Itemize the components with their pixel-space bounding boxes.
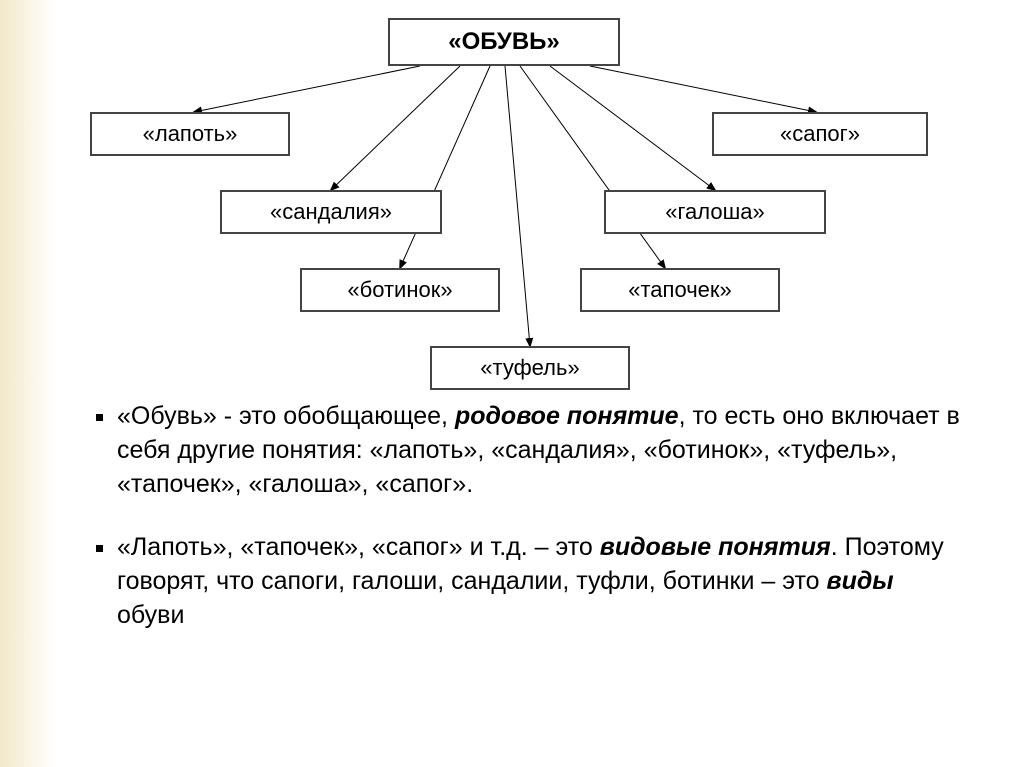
diagram-edge	[550, 66, 715, 190]
diagram-child-box: «лапоть»	[90, 112, 290, 156]
diagram-child-label: «лапоть»	[143, 121, 238, 147]
diagram-child-box: «ботинок»	[300, 268, 500, 312]
slide: «ОБУВЬ» «лапоть» «сапог» «сандалия» «галоша…	[0, 0, 1024, 767]
bullet-item: «Лапоть», «тапочек», «сапог» и т.д. – эт…	[117, 531, 960, 632]
diagram-child-box: «галоша»	[604, 190, 826, 234]
diagram-edge	[505, 66, 530, 346]
left-gradient-band	[0, 0, 56, 767]
bullet-item: «Обувь» - это обобщающее, родовое поняти…	[117, 400, 960, 501]
diagram-edge	[331, 66, 460, 190]
diagram-root-box: «ОБУВЬ»	[388, 18, 620, 66]
diagram-edge	[400, 66, 490, 268]
diagram-edge	[520, 66, 665, 268]
diagram-child-box: «туфель»	[430, 346, 630, 390]
diagram-child-label: «тапочек»	[628, 277, 732, 303]
diagram-child-label: «галоша»	[665, 199, 764, 225]
diagram-edge	[194, 66, 420, 112]
diagram-child-box: «сапог»	[712, 112, 928, 156]
diagram-root-label: «ОБУВЬ»	[448, 28, 560, 56]
diagram-child-label: «ботинок»	[347, 277, 452, 303]
diagram-edge	[590, 66, 816, 112]
diagram-child-box: «сандалия»	[220, 190, 442, 234]
diagram-child-box: «тапочек»	[580, 268, 780, 312]
diagram-child-label: «сандалия»	[270, 199, 392, 225]
diagram-child-label: «сапог»	[780, 121, 860, 147]
bullet-list: «Обувь» - это обобщающее, родовое поняти…	[95, 400, 960, 663]
diagram-child-label: «туфель»	[480, 355, 579, 381]
